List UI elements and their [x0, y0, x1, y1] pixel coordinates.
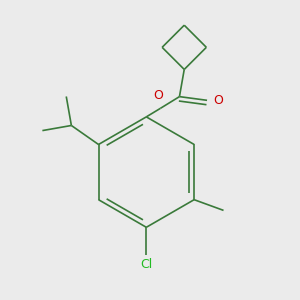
Text: O: O [214, 94, 224, 107]
Text: O: O [154, 89, 164, 102]
Text: Cl: Cl [140, 258, 152, 271]
